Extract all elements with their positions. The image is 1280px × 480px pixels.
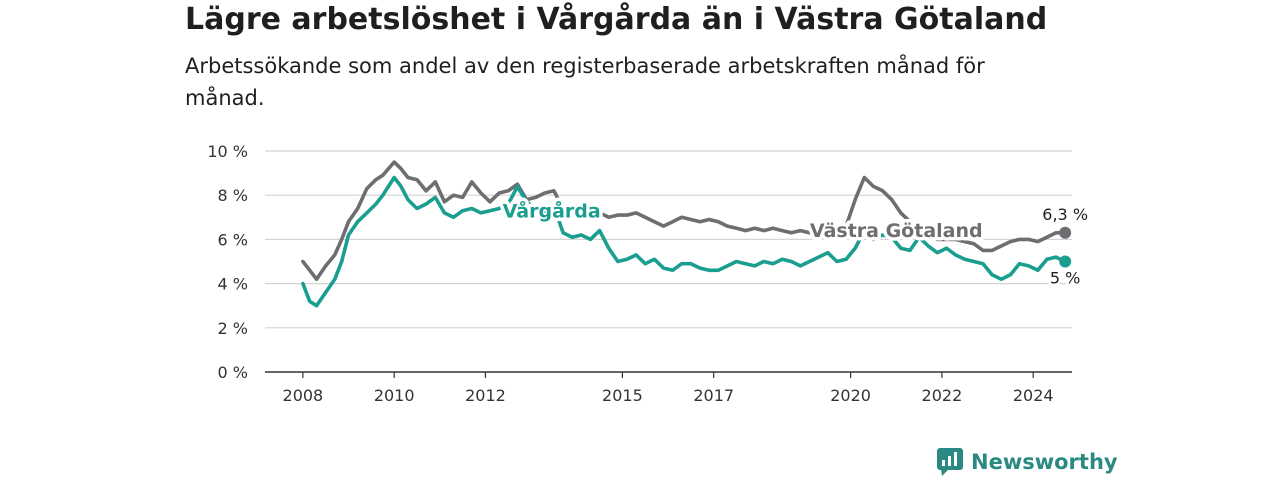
y-tick-label: 8 % xyxy=(218,186,248,205)
series-lines xyxy=(301,160,1072,308)
series-end-label: 6,3 % xyxy=(1042,205,1088,224)
y-tick-label: 4 % xyxy=(218,275,248,294)
x-tick-label: 2008 xyxy=(283,386,324,405)
x-axis xyxy=(265,371,1072,378)
y-tick-label: 0 % xyxy=(218,363,248,382)
line-chart: 0 % 2 % 4 % 6 % 8 % 10 % 2008 2010 2012 2015 2017… xyxy=(207,142,1090,405)
series-name-label: Västra Götaland xyxy=(810,220,983,242)
series-end-point xyxy=(1059,255,1072,268)
x-tick-label: 2010 xyxy=(374,386,415,405)
series-name-label: Vårgårda xyxy=(503,198,601,222)
series-end-label: 5 % xyxy=(1050,269,1080,288)
newsworthy-logo[interactable]: Newsworthy xyxy=(937,448,1118,476)
series-labels: Västra Götaland 6,3 % Vårgårda 5 % xyxy=(499,195,1090,290)
x-tick-label: 2022 xyxy=(922,386,963,405)
y-tick-label: 10 % xyxy=(207,142,248,161)
y-tick-label: 2 % xyxy=(218,319,248,338)
x-tick-label: 2024 xyxy=(1013,386,1054,405)
x-tick-label: 2012 xyxy=(465,386,506,405)
y-tick-labels: 0 % 2 % 4 % 6 % 8 % 10 % xyxy=(207,142,248,382)
newsworthy-logo-text: Newsworthy xyxy=(971,450,1118,474)
x-tick-label: 2015 xyxy=(602,386,643,405)
chart-subtitle: Arbetssökande som andel av den registerb… xyxy=(185,54,985,110)
y-tick-label: 6 % xyxy=(218,230,248,249)
x-tick-label: 2020 xyxy=(830,386,871,405)
series-end-point xyxy=(1059,226,1072,239)
newsworthy-logo-icon xyxy=(937,448,963,476)
x-tick-label: 2017 xyxy=(693,386,734,405)
x-tick-labels: 2008 2010 2012 2015 2017 2020 2022 2024 xyxy=(283,386,1054,405)
series-line xyxy=(301,175,1067,308)
chart-title: Lägre arbetslöshet i Vårgårda än i Västr… xyxy=(185,2,1048,37)
series-line xyxy=(301,160,1067,281)
